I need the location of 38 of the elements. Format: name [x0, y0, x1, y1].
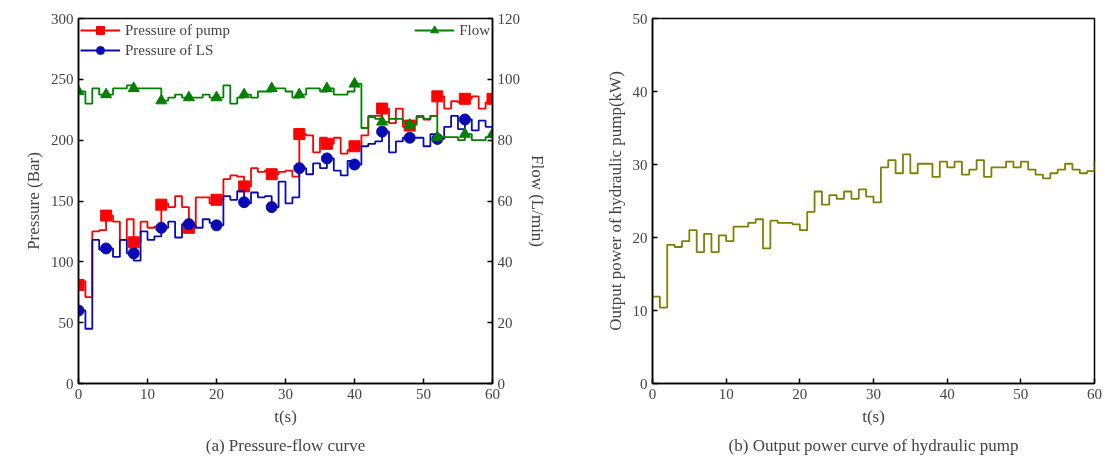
- y2-tick-label: 80: [497, 132, 513, 149]
- x-axis-title: t(s): [274, 406, 297, 426]
- y-tick-label: 20: [632, 229, 648, 246]
- y2-tick-label: 60: [497, 193, 513, 209]
- x-tick-label: 30: [278, 385, 293, 402]
- y-tick-label: 200: [51, 132, 74, 149]
- x-tick-label: 50: [1013, 385, 1029, 402]
- y-tick-label: 10: [632, 302, 648, 319]
- legend-label: Pressure of LS: [125, 41, 214, 59]
- x-tick-label: 10: [140, 385, 155, 402]
- y2-tick-label: 120: [497, 10, 520, 27]
- x-tick-label: 60: [1087, 385, 1102, 402]
- text: (b) Output power curve of hydraulic pump: [728, 435, 1019, 455]
- y-tick-label: 50: [58, 314, 74, 331]
- y-tick-label: 50: [632, 10, 648, 27]
- x-tick-label: 10: [718, 385, 734, 402]
- y2-tick-label: 100: [497, 71, 520, 88]
- y-tick-label: 30: [632, 156, 648, 173]
- x-axis-title: t(s): [862, 406, 885, 426]
- legend-label: Pressure of pump: [125, 21, 230, 39]
- x-tick-label: 30: [866, 385, 881, 402]
- legend-label: Flow: [459, 21, 490, 39]
- y-tick-label: 100: [51, 253, 74, 270]
- y2-axis-title: Flow (L/min): [528, 154, 547, 248]
- text: (a) Pressure-flow curve: [205, 435, 366, 455]
- y-axis-title: Output power of hydraulic pump(kW): [605, 71, 625, 331]
- x-tick-label: 40: [347, 385, 362, 402]
- y2-tick-label: 20: [497, 314, 513, 331]
- x-tick-label: 20: [209, 385, 224, 402]
- y-tick-label: 150: [51, 193, 74, 209]
- x-tick-label: 20: [792, 385, 808, 402]
- y-axis-title: Pressure (Bar): [24, 152, 43, 250]
- x-tick-label: 50: [416, 385, 431, 402]
- x-tick-label: 40: [939, 385, 955, 402]
- y-tick-label: 300: [51, 10, 74, 27]
- y2-tick-label: 40: [497, 253, 513, 270]
- y-tick-label: 250: [51, 71, 74, 88]
- y-tick-label: 40: [632, 83, 648, 100]
